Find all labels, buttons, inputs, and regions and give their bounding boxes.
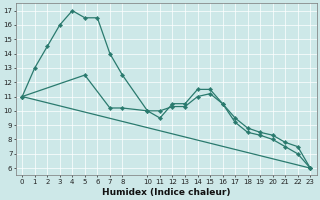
- X-axis label: Humidex (Indice chaleur): Humidex (Indice chaleur): [102, 188, 230, 197]
